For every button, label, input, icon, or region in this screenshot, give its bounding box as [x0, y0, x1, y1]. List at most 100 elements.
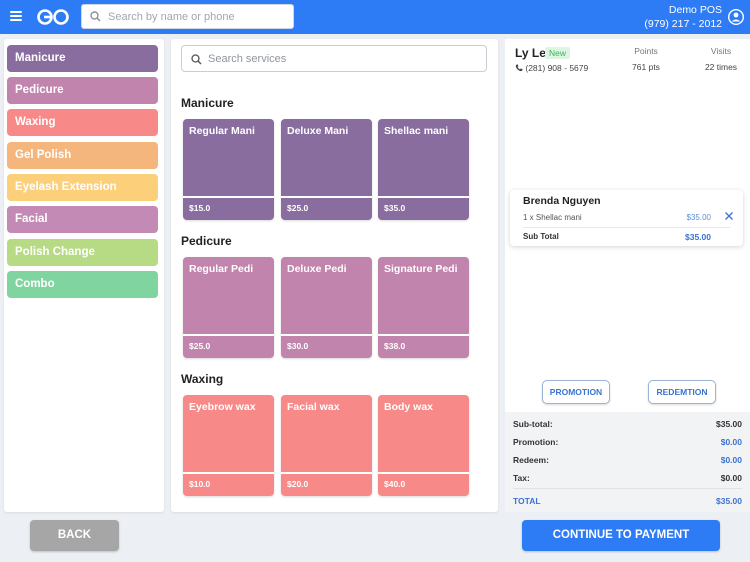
totals-row-promotion: Promotion: $0.00 — [513, 437, 742, 447]
service-name: Facial wax — [287, 401, 340, 413]
continue-to-payment-button[interactable]: CONTINUE TO PAYMENT — [522, 520, 720, 551]
back-button[interactable]: BACK — [30, 520, 119, 551]
service-search[interactable] — [181, 45, 487, 72]
order-card: Brenda Nguyen 1 x Shellac mani $35.00 Su… — [510, 190, 743, 246]
service-price: $30.0 — [287, 341, 309, 351]
visits-value: 22 times — [704, 62, 738, 72]
search-icon — [191, 54, 202, 65]
tile-divider — [281, 196, 372, 198]
service-price: $25.0 — [287, 203, 309, 213]
totals-row-subtotal: Sub-total: $35.00 — [513, 419, 742, 429]
category-combo[interactable]: Combo — [7, 271, 158, 298]
customer-search[interactable] — [81, 4, 294, 29]
order-divider — [523, 227, 730, 228]
service-tile-eyebrow-wax[interactable]: Eyebrow wax $10.0 — [183, 395, 274, 496]
points-label: Points — [634, 46, 658, 56]
section-title-pedicure: Pedicure — [181, 234, 232, 248]
account-icon[interactable] — [728, 9, 744, 25]
service-tile-body-wax[interactable]: Body wax $40.0 — [378, 395, 469, 496]
tile-divider — [378, 472, 469, 474]
service-price: $40.0 — [384, 479, 406, 489]
totals-value: $0.00 — [720, 473, 742, 483]
redemption-button[interactable]: REDEMTION — [648, 380, 716, 404]
service-tile-regular-mani[interactable]: Regular Mani $15.0 — [183, 119, 274, 220]
totals-label: Promotion: — [513, 437, 559, 447]
totals-row-redeem: Redeem: $0.00 — [513, 455, 742, 465]
service-tile-facial-wax[interactable]: Facial wax $20.0 — [281, 395, 372, 496]
service-price: $15.0 — [189, 203, 211, 213]
service-name: Deluxe Pedi — [287, 263, 347, 275]
category-waxing[interactable]: Waxing — [7, 109, 158, 136]
totals-label: TOTAL — [513, 496, 541, 506]
service-tile-signature-pedi[interactable]: Signature Pedi $38.0 — [378, 257, 469, 358]
remove-item-icon[interactable] — [724, 211, 734, 221]
service-name: Shellac mani — [384, 125, 449, 137]
customer-search-input[interactable] — [108, 8, 288, 25]
service-tile-regular-pedi[interactable]: Regular Pedi $25.0 — [183, 257, 274, 358]
totals-label: Sub-total: — [513, 419, 553, 429]
totals-label: Redeem: — [513, 455, 549, 465]
category-manicure[interactable]: Manicure — [7, 45, 158, 72]
section-title-waxing: Waxing — [181, 372, 224, 386]
service-price: $38.0 — [384, 341, 406, 351]
customer-name[interactable]: Ly Le — [515, 46, 546, 60]
ticket-panel: Ly Le New (281) 908 - 5679 Points 761 pt… — [505, 39, 750, 512]
totals-value: $0.00 — [720, 455, 742, 465]
category-eyelash-extension[interactable]: Eyelash Extension — [7, 174, 158, 201]
order-line-price: $35.00 — [686, 213, 711, 222]
category-facial[interactable]: Facial — [7, 206, 158, 233]
category-polish-change[interactable]: Polish Change — [7, 239, 158, 266]
tile-divider — [281, 472, 372, 474]
service-name: Signature Pedi — [384, 263, 458, 275]
customer-phone-text: (281) 908 - 5679 — [525, 63, 589, 73]
service-price: $35.0 — [384, 203, 406, 213]
customer-phone: (281) 908 - 5679 — [515, 63, 588, 73]
tile-divider — [183, 472, 274, 474]
service-price: $20.0 — [287, 479, 309, 489]
order-subtotal-value: $35.00 — [685, 232, 711, 242]
store-name: Demo POS — [668, 4, 722, 16]
store-phone: (979) 217 - 2012 — [644, 18, 722, 30]
tile-divider — [183, 196, 274, 198]
category-gel-polish[interactable]: Gel Polish — [7, 142, 158, 169]
service-tile-shellac-mani[interactable]: Shellac mani $35.0 — [378, 119, 469, 220]
totals-value: $35.00 — [716, 419, 742, 429]
points-value: 761 pts — [632, 62, 660, 72]
totals-label: Tax: — [513, 473, 530, 483]
tile-divider — [281, 334, 372, 336]
service-name: Body wax — [384, 401, 434, 413]
service-search-input[interactable] — [208, 50, 478, 68]
tile-divider — [378, 196, 469, 198]
staff-name: Brenda Nguyen — [523, 195, 601, 207]
phone-icon — [515, 64, 523, 72]
menu-icon[interactable] — [10, 11, 22, 21]
service-tile-deluxe-pedi[interactable]: Deluxe Pedi $30.0 — [281, 257, 372, 358]
totals-row-total: TOTAL $35.00 — [513, 496, 742, 506]
tile-divider — [183, 334, 274, 336]
promotion-button[interactable]: PROMOTION — [542, 380, 610, 404]
service-name: Regular Pedi — [189, 263, 254, 275]
service-tile-deluxe-mani[interactable]: Deluxe Mani $25.0 — [281, 119, 372, 220]
category-pedicure[interactable]: Pedicure — [7, 77, 158, 104]
services-panel: Manicure Regular Mani $15.0 Deluxe Mani … — [171, 39, 498, 512]
category-panel: Manicure Pedicure Waxing Gel Polish Eyel… — [4, 39, 164, 512]
tile-divider — [378, 334, 469, 336]
service-name: Regular Mani — [189, 125, 255, 137]
order-line-item: 1 x Shellac mani — [523, 213, 582, 222]
service-price: $25.0 — [189, 341, 211, 351]
order-subtotal-label: Sub Total — [523, 232, 559, 241]
totals-value: $0.00 — [720, 437, 742, 447]
service-name: Deluxe Mani — [287, 125, 349, 137]
new-customer-badge: New — [545, 47, 571, 59]
totals-section: Sub-total: $35.00 Promotion: $0.00 Redee… — [505, 412, 750, 512]
visits-label: Visits — [710, 46, 732, 56]
service-price: $10.0 — [189, 479, 211, 489]
section-title-manicure: Manicure — [181, 96, 234, 110]
logo-icon — [37, 9, 69, 25]
top-bar: Demo POS (979) 217 - 2012 — [0, 0, 750, 34]
store-info: Demo POS (979) 217 - 2012 — [644, 3, 722, 31]
service-name: Eyebrow wax — [189, 401, 256, 413]
search-icon — [90, 11, 101, 22]
totals-value: $35.00 — [716, 496, 742, 506]
totals-divider — [513, 488, 742, 489]
